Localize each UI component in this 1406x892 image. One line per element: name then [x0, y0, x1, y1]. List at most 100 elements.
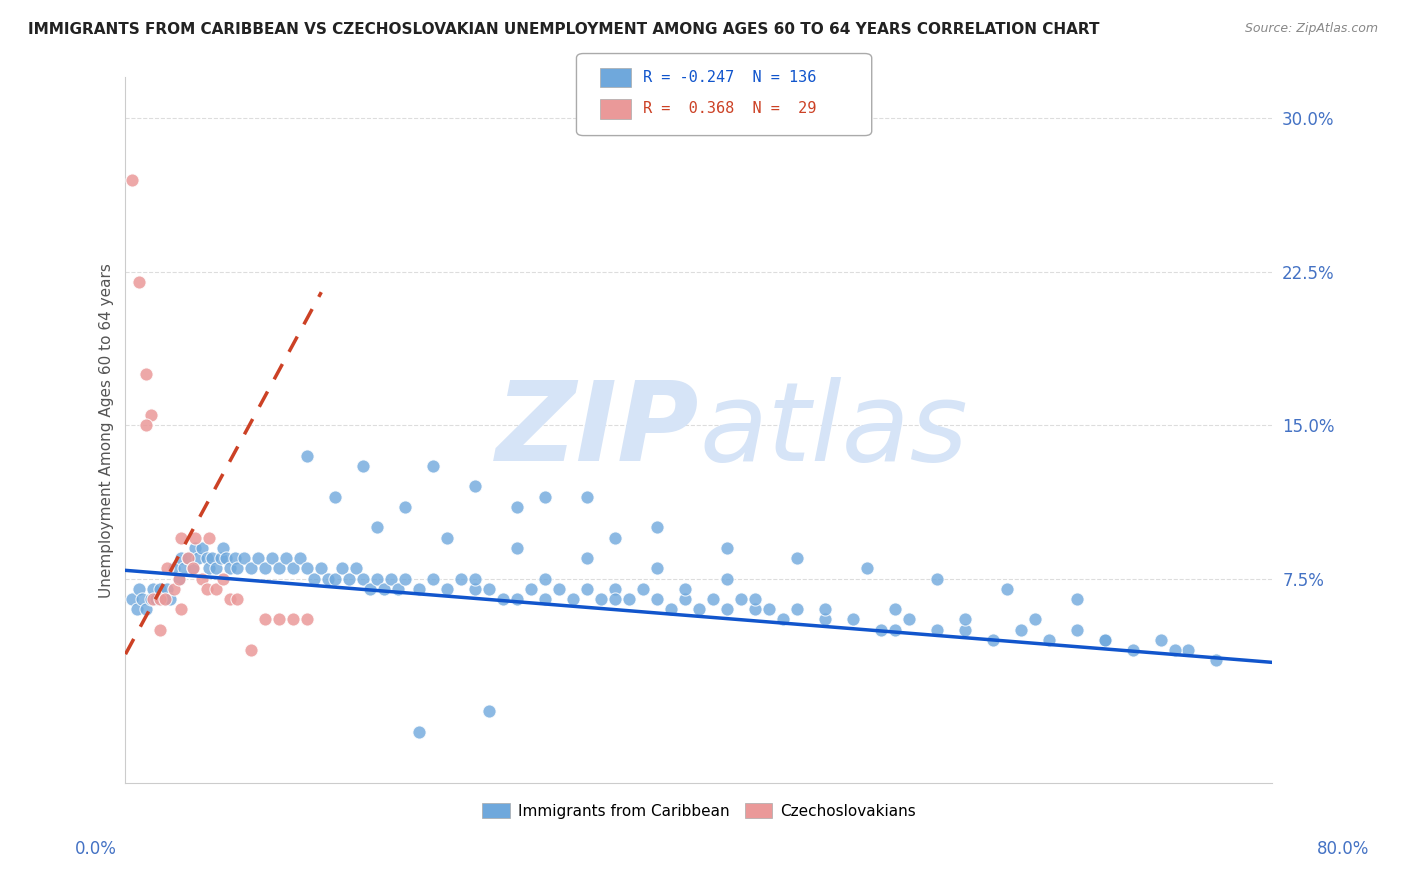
Point [394, 572, 416, 586]
Point [304, 572, 326, 586]
Point [478, 705, 501, 719]
Point [1066, 623, 1088, 637]
Point [135, 418, 157, 433]
Point [772, 612, 794, 626]
Text: ZIP: ZIP [495, 376, 699, 483]
Point [344, 561, 367, 575]
Point [184, 531, 207, 545]
Point [814, 612, 837, 626]
Point [464, 479, 486, 493]
Point [387, 582, 409, 596]
Point [897, 612, 920, 626]
Point [226, 591, 249, 606]
Point [1177, 643, 1199, 657]
Text: IMMIGRANTS FROM CARIBBEAN VS CZECHOSLOVAKIAN UNEMPLOYMENT AMONG AGES 60 TO 64 YE: IMMIGRANTS FROM CARIBBEAN VS CZECHOSLOVA… [28, 22, 1099, 37]
Point [953, 612, 976, 626]
Point [201, 551, 224, 566]
Point [323, 572, 346, 586]
Point [139, 408, 162, 422]
Point [135, 367, 157, 381]
Point [149, 591, 172, 606]
Point [254, 561, 277, 575]
Y-axis label: Unemployment Among Ages 60 to 64 years: Unemployment Among Ages 60 to 64 years [100, 263, 114, 598]
Point [170, 551, 193, 566]
Point [156, 561, 179, 575]
Point [422, 458, 444, 473]
Point [311, 561, 333, 575]
Point [212, 541, 235, 555]
Point [316, 572, 339, 586]
Point [163, 582, 186, 596]
Point [142, 591, 165, 606]
Point [167, 572, 190, 586]
Point [995, 582, 1018, 596]
Point [128, 582, 150, 596]
Text: R = -0.247  N = 136: R = -0.247 N = 136 [643, 70, 815, 85]
Point [673, 582, 696, 596]
Point [786, 551, 808, 566]
Point [659, 602, 682, 616]
Point [323, 490, 346, 504]
Point [478, 582, 501, 596]
Point [290, 551, 312, 566]
Point [205, 561, 228, 575]
Point [135, 602, 157, 616]
Point [380, 572, 402, 586]
Point [1010, 623, 1032, 637]
Point [153, 591, 176, 606]
Point [981, 632, 1004, 647]
Point [953, 623, 976, 637]
Text: R =  0.368  N =  29: R = 0.368 N = 29 [643, 102, 815, 116]
Point [925, 572, 948, 586]
Point [262, 551, 284, 566]
Point [758, 602, 780, 616]
Point [576, 582, 599, 596]
Point [1205, 653, 1227, 667]
Point [702, 591, 724, 606]
Point [269, 612, 291, 626]
Point [156, 582, 179, 596]
Point [842, 612, 865, 626]
Point [153, 591, 176, 606]
Text: Source: ZipAtlas.com: Source: ZipAtlas.com [1244, 22, 1378, 36]
Point [177, 551, 200, 566]
Point [631, 582, 654, 596]
Point [159, 591, 181, 606]
Point [716, 572, 738, 586]
Point [170, 602, 193, 616]
Point [394, 500, 416, 514]
Point [209, 551, 232, 566]
Point [869, 623, 891, 637]
Text: 80.0%: 80.0% [1316, 840, 1369, 858]
Point [226, 561, 249, 575]
Point [170, 531, 193, 545]
Point [534, 591, 557, 606]
Point [716, 541, 738, 555]
Point [128, 275, 150, 289]
Point [352, 458, 374, 473]
Point [534, 572, 557, 586]
Point [195, 582, 218, 596]
Point [240, 561, 263, 575]
Point [1149, 632, 1171, 647]
Point [603, 582, 626, 596]
Point [1066, 591, 1088, 606]
Point [205, 582, 228, 596]
Point [149, 623, 172, 637]
Point [589, 591, 612, 606]
Point [173, 561, 195, 575]
Point [1038, 632, 1060, 647]
Point [1122, 643, 1144, 657]
Point [276, 551, 298, 566]
Point [142, 582, 165, 596]
Point [254, 612, 277, 626]
Point [366, 520, 388, 534]
Point [744, 591, 766, 606]
Point [212, 572, 235, 586]
Point [195, 551, 218, 566]
Point [219, 591, 242, 606]
Point [1163, 643, 1185, 657]
Point [121, 172, 143, 186]
Point [359, 582, 381, 596]
Point [506, 500, 529, 514]
